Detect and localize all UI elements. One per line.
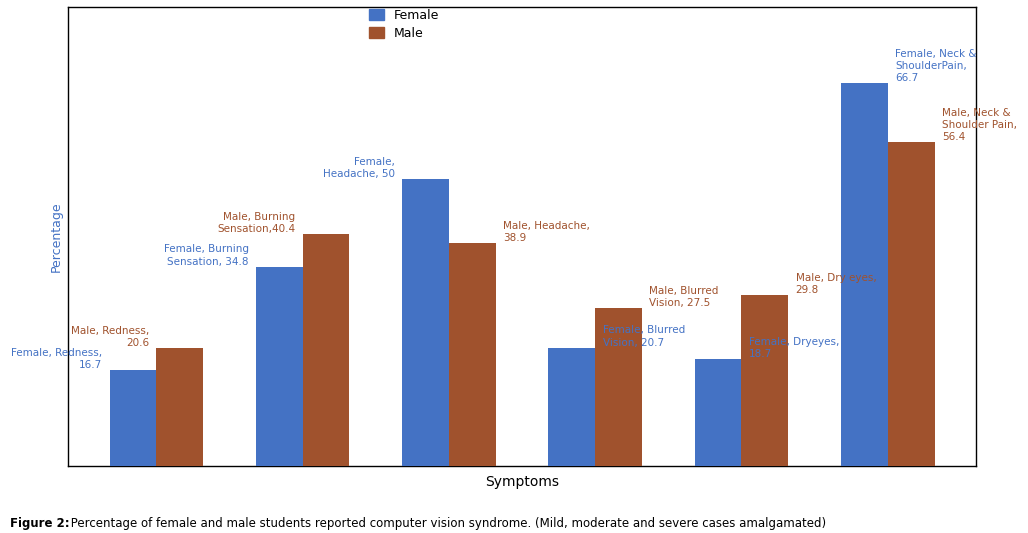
Text: Figure 2:: Figure 2: xyxy=(10,518,70,530)
Bar xyxy=(888,142,934,466)
Legend: Female, Male: Female, Male xyxy=(369,9,439,39)
Text: Male, Burning
Sensation,40.4: Male, Burning Sensation,40.4 xyxy=(217,212,295,235)
Text: Female, Neck &
ShoulderPain,
66.7: Female, Neck & ShoulderPain, 66.7 xyxy=(895,49,977,83)
Text: Male, Neck &
Shoulder Pain,
56.4: Male, Neck & Shoulder Pain, 56.4 xyxy=(942,108,1017,142)
Text: Female, Dryeyes,
18.7: Female, Dryeyes, 18.7 xyxy=(748,337,839,359)
Text: Male, Dry eyes,
29.8: Male, Dry eyes, 29.8 xyxy=(796,273,877,295)
Bar xyxy=(695,359,741,466)
Text: Male, Headache,
38.9: Male, Headache, 38.9 xyxy=(503,221,590,243)
Text: Female, Redness,
16.7: Female, Redness, 16.7 xyxy=(11,348,102,370)
Bar xyxy=(595,309,642,466)
Bar xyxy=(402,179,449,466)
Text: Male, Blurred
Vision, 27.5: Male, Blurred Vision, 27.5 xyxy=(650,286,719,309)
Bar xyxy=(156,348,204,466)
Bar xyxy=(110,370,156,466)
Bar xyxy=(256,266,302,466)
Bar xyxy=(302,235,350,466)
Bar xyxy=(841,83,888,466)
Bar xyxy=(449,243,495,466)
Text: Female, Burning
Sensation, 34.8: Female, Burning Sensation, 34.8 xyxy=(163,244,249,266)
Text: Percentage of female and male students reported computer vision syndrome. (Mild,: Percentage of female and male students r… xyxy=(67,518,825,530)
Bar xyxy=(548,348,595,466)
Bar xyxy=(741,295,788,466)
Text: Female, Blurred
Vision, 20.7: Female, Blurred Vision, 20.7 xyxy=(602,325,685,348)
Text: Male, Redness,
20.6: Male, Redness, 20.6 xyxy=(71,326,149,348)
Y-axis label: Percentage: Percentage xyxy=(49,201,63,272)
X-axis label: Symptoms: Symptoms xyxy=(485,475,559,489)
Text: Female,
Headache, 50: Female, Headache, 50 xyxy=(323,157,395,179)
